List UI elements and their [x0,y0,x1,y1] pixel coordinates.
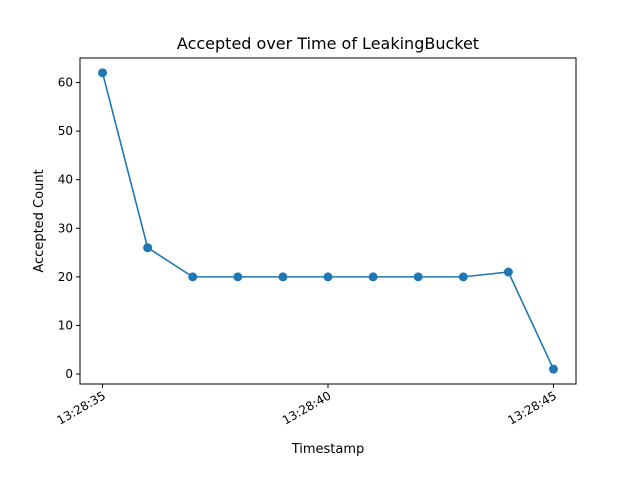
y-tick-label: 20 [58,270,73,284]
data-points [98,68,558,374]
y-tick-label: 10 [58,318,73,332]
chart-title: Accepted over Time of LeakingBucket [177,34,479,53]
y-tick-label: 30 [58,221,73,235]
x-tick-label: 13:28:40 [280,388,334,427]
data-point [233,272,243,282]
series-line [101,72,555,370]
x-tick-label: 13:28:35 [54,388,108,427]
y-tick-label: 0 [65,367,73,381]
data-point [98,68,108,78]
y-tick-label: 40 [58,173,73,187]
data-point [548,364,558,374]
data-point [413,272,423,282]
data-point [188,272,198,282]
y-axis: 0 10 20 30 40 50 60 [58,76,80,381]
data-point [503,267,513,277]
x-axis-label: Timestamp [291,442,365,457]
x-axis: 13:28:35 13:28:40 13:28:45 [54,384,559,428]
y-tick-label: 60 [58,76,73,90]
data-point [323,272,333,282]
plot-frame [79,57,577,385]
data-point [368,272,378,282]
data-point [278,272,288,282]
x-tick-label: 13:28:45 [505,388,559,427]
y-tick-label: 50 [58,124,73,138]
y-axis-label: Accepted Count [32,169,47,272]
data-point [143,243,153,253]
data-point [458,272,468,282]
